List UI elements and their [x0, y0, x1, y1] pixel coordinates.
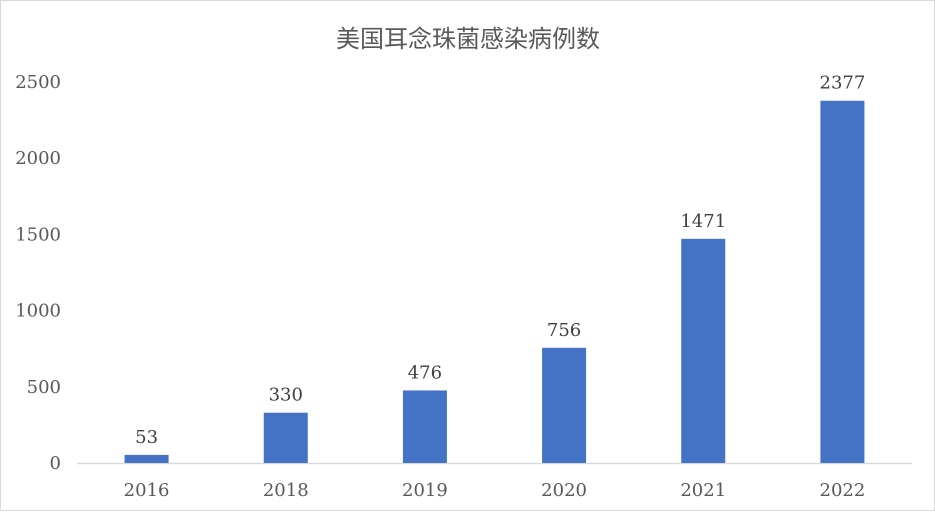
- bar-2018: [263, 412, 308, 463]
- y-tick-label-1000: 1000: [15, 301, 61, 322]
- data-labels: 53 330 476 756 1471 2377: [135, 73, 865, 448]
- x-tick-label-2022: 2022: [820, 480, 866, 501]
- x-tick-label-2016: 2016: [124, 480, 170, 501]
- data-label-2021: 1471: [680, 211, 726, 232]
- bar-2019: [402, 390, 447, 463]
- y-tick-label-2000: 2000: [15, 148, 61, 169]
- x-axis-tick-labels: 2016 2018 2019 2020 2021 2022: [124, 480, 866, 501]
- data-label-2016: 53: [135, 427, 158, 448]
- data-label-2022: 2377: [820, 73, 866, 94]
- bar-2016: [124, 454, 169, 463]
- y-tick-label-0: 0: [50, 453, 61, 474]
- data-label-2019: 476: [408, 362, 442, 383]
- data-label-2018: 330: [269, 385, 303, 406]
- bar-2022: [820, 100, 865, 463]
- y-axis-tick-labels: 0 500 1000 1500 2000 2500: [15, 72, 61, 474]
- data-label-2020: 756: [547, 320, 581, 341]
- bar-series: [124, 100, 865, 463]
- x-tick-label-2019: 2019: [402, 480, 448, 501]
- y-tick-label-2500: 2500: [15, 72, 61, 93]
- y-tick-label-1500: 1500: [15, 224, 61, 245]
- bar-2021: [681, 238, 726, 463]
- x-tick-label-2021: 2021: [680, 480, 726, 501]
- chart-title: 美国耳念珠菌感染病例数: [336, 25, 600, 53]
- y-tick-label-500: 500: [27, 377, 61, 398]
- x-tick-label-2020: 2020: [541, 480, 587, 501]
- x-tick-label-2018: 2018: [263, 480, 309, 501]
- bar-2020: [542, 347, 587, 463]
